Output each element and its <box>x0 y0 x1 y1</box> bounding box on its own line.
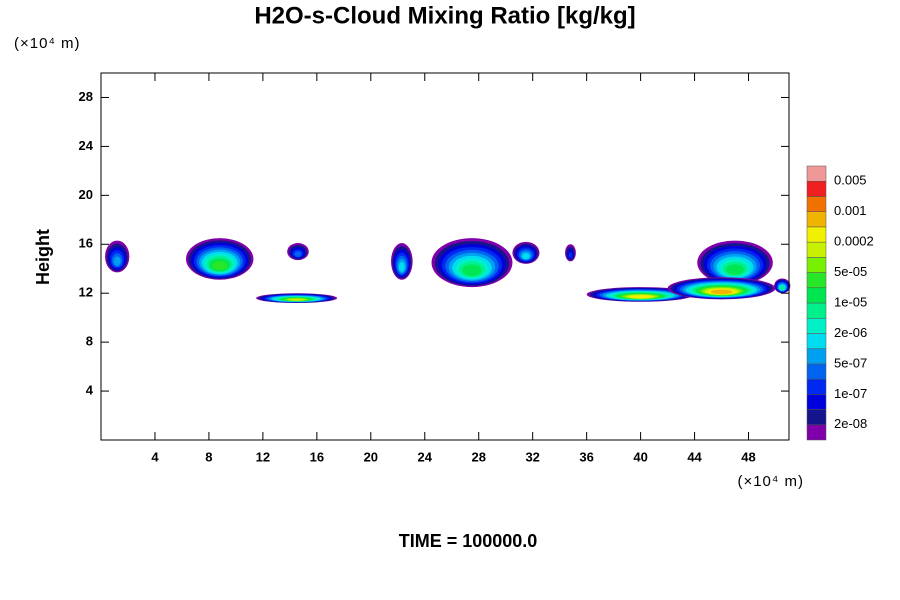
x-tick-label: 40 <box>633 449 647 464</box>
colorbar-swatch <box>806 302 827 319</box>
y-unit: (×10⁴ m) <box>14 35 81 52</box>
colorbar-swatch <box>806 272 827 289</box>
colorbar-swatch <box>806 287 827 304</box>
plot-frame <box>100 72 790 441</box>
y-tick-label: 20 <box>79 187 93 202</box>
x-tick-label: 44 <box>687 449 702 464</box>
colorbar-label: 5e-07 <box>834 355 867 370</box>
colorbar-swatch <box>806 409 827 426</box>
colorbar-swatch <box>806 378 827 395</box>
cloud-contour <box>780 286 785 290</box>
colorbar-swatch <box>806 317 827 334</box>
colorbar-swatch <box>806 348 827 365</box>
cloud-contour <box>113 256 121 266</box>
cloud-contour <box>294 251 302 257</box>
colorbar-label: 2e-08 <box>834 416 867 431</box>
y-axis-label: Height <box>33 229 53 285</box>
x-tick-label: 32 <box>525 449 539 464</box>
x-tick-label: 8 <box>205 449 212 464</box>
x-tick-label: 20 <box>364 449 378 464</box>
cloud-contour <box>522 253 530 260</box>
x-tick-label: 36 <box>579 449 593 464</box>
colorbar-swatch <box>806 257 827 273</box>
colorbar-label: 1e-07 <box>834 386 867 401</box>
y-tick-label: 12 <box>79 285 93 300</box>
cloud-contour <box>398 261 405 272</box>
colorbar-swatch <box>806 241 827 258</box>
x-tick-label: 24 <box>418 449 433 464</box>
colorbar-label: 2e-06 <box>834 325 867 340</box>
cloud-contour <box>462 264 482 277</box>
cloud-contour <box>287 298 306 301</box>
cloud-contour <box>710 289 733 295</box>
colorbar-swatch <box>806 165 827 182</box>
plot-area <box>105 238 791 303</box>
x-tick-label: 48 <box>741 449 755 464</box>
x-unit: (×10⁴ m) <box>737 473 804 490</box>
colorbar-swatch <box>806 394 827 410</box>
y-tick-label: 24 <box>79 138 94 153</box>
x-tick-label: 28 <box>471 449 485 464</box>
x-tick-label: 12 <box>256 449 270 464</box>
colorbar-swatch <box>806 226 827 243</box>
chart-title: H2O-s-Cloud Mixing Ratio [kg/kg] <box>254 2 635 29</box>
footer-time: TIME = 100000.0 <box>399 531 538 551</box>
colorbar-swatch <box>806 424 827 441</box>
x-tick-label: 4 <box>151 449 159 464</box>
y-tick-label: 16 <box>79 236 93 251</box>
x-tick-label: 16 <box>310 449 324 464</box>
colorbar-swatch <box>806 363 827 380</box>
cloud-contour <box>568 251 573 259</box>
colorbar-label: 0.001 <box>834 203 867 218</box>
cloud-contour <box>629 295 652 299</box>
colorbar-swatch <box>806 333 827 349</box>
y-tick-label: 4 <box>86 383 94 398</box>
cloud-contour <box>726 264 744 275</box>
colorbar-swatch <box>806 196 827 212</box>
colorbar-label: 5e-05 <box>834 264 867 279</box>
colorbar-swatch <box>806 211 827 228</box>
y-tick-label: 28 <box>79 89 93 104</box>
colorbar-label: 0.005 <box>834 173 867 188</box>
cloud-contour <box>212 260 228 271</box>
colorbar-swatch <box>806 180 827 197</box>
colorbar-label: 0.0002 <box>834 234 874 249</box>
colorbar-label: 1e-05 <box>834 294 867 309</box>
y-tick-label: 8 <box>86 334 93 349</box>
